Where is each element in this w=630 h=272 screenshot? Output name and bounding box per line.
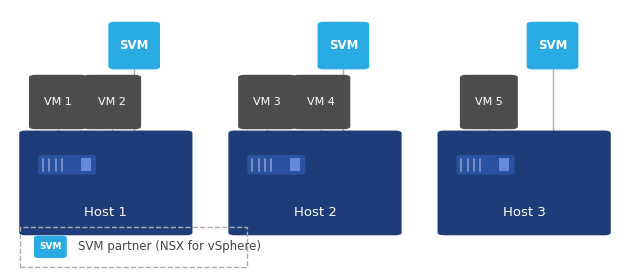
FancyBboxPatch shape	[318, 22, 369, 69]
FancyBboxPatch shape	[19, 131, 193, 235]
FancyBboxPatch shape	[29, 75, 87, 129]
FancyBboxPatch shape	[456, 155, 514, 175]
Bar	[20, 227, 247, 267]
FancyBboxPatch shape	[292, 75, 350, 129]
Text: Host 3: Host 3	[503, 206, 546, 219]
FancyBboxPatch shape	[83, 75, 141, 129]
FancyBboxPatch shape	[228, 131, 402, 235]
Text: Host 1: Host 1	[84, 206, 127, 219]
Text: Host 2: Host 2	[294, 206, 336, 219]
Bar	[81, 159, 91, 171]
Text: VM 2: VM 2	[98, 97, 126, 107]
FancyBboxPatch shape	[34, 236, 67, 258]
FancyBboxPatch shape	[460, 75, 518, 129]
Text: VM 1: VM 1	[44, 97, 72, 107]
FancyBboxPatch shape	[527, 22, 578, 69]
Text: SVM: SVM	[538, 39, 567, 52]
FancyBboxPatch shape	[108, 22, 160, 69]
FancyBboxPatch shape	[437, 131, 610, 235]
FancyBboxPatch shape	[238, 75, 296, 129]
Text: SVM: SVM	[39, 242, 62, 251]
Text: SVM partner (NSX for vSphere): SVM partner (NSX for vSphere)	[78, 240, 261, 253]
Text: VM 3: VM 3	[253, 97, 281, 107]
Text: VM 4: VM 4	[307, 97, 335, 107]
Bar	[290, 159, 300, 171]
FancyBboxPatch shape	[38, 155, 96, 175]
Text: SVM: SVM	[120, 39, 149, 52]
Text: SVM: SVM	[329, 39, 358, 52]
Text: VM 5: VM 5	[475, 97, 503, 107]
FancyBboxPatch shape	[247, 155, 305, 175]
Bar	[499, 159, 509, 171]
